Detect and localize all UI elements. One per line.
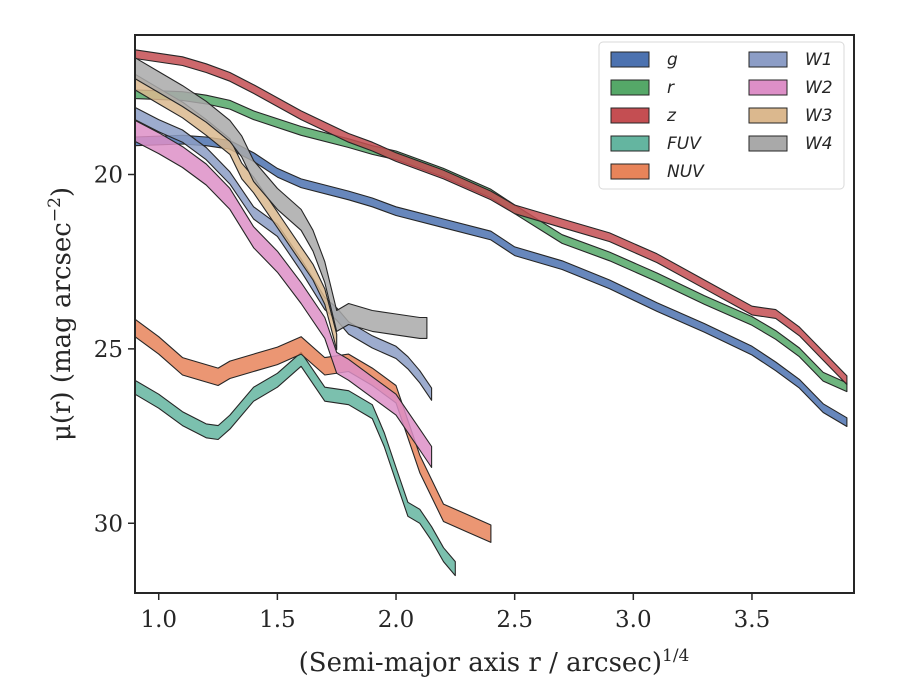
x-tick-label: 2.0 xyxy=(378,607,415,633)
y-tick-label: 30 xyxy=(94,511,123,537)
legend-label-w2: W2 xyxy=(805,78,833,98)
legend-swatch-w1 xyxy=(748,51,788,68)
x-tick-label: 2.5 xyxy=(496,607,533,633)
legend-swatch-w4 xyxy=(748,135,788,152)
legend-label-g: g xyxy=(667,50,678,70)
legend-swatch-nuv xyxy=(610,163,650,180)
series-bands xyxy=(134,49,848,577)
series-band-w4 xyxy=(134,57,428,339)
legend-label-r: r xyxy=(667,78,675,98)
legend-frame xyxy=(598,41,845,190)
legend-swatch-z xyxy=(610,107,650,124)
series-band-g xyxy=(134,134,848,428)
legend-swatch-w3 xyxy=(748,107,788,124)
x-tick-label: 1.0 xyxy=(140,607,177,633)
y-tick-label: 20 xyxy=(94,163,123,189)
series-band-w2 xyxy=(134,119,433,469)
legend-label-w3: W3 xyxy=(805,106,833,126)
legend-label-fuv: FUV xyxy=(667,134,702,154)
legend-swatch-r xyxy=(610,79,650,96)
legend-label-w1: W1 xyxy=(805,50,833,70)
legend-swatch-w2 xyxy=(748,79,788,96)
legend-label-nuv: NUV xyxy=(667,162,705,182)
x-axis-title: (Semi-major axis r / arcsec)1/4 xyxy=(299,646,690,678)
legend-label-z: z xyxy=(666,106,677,126)
y-axis-ticks: 20 25 30 xyxy=(94,163,135,537)
legend-swatch-fuv xyxy=(610,135,650,152)
x-tick-label: 3.0 xyxy=(615,607,652,633)
legend-label-w4: W4 xyxy=(805,134,833,154)
series-band-nuv xyxy=(134,318,492,543)
legend: grz FUV NUV W1 W2 W3 W4 xyxy=(598,41,845,190)
series-band-fuv xyxy=(134,351,456,577)
x-tick-label: 3.5 xyxy=(734,607,771,633)
x-axis-ticks: 1.0 1.5 2.0 2.5 3.0 3.5 xyxy=(140,593,770,633)
series-band-z xyxy=(134,49,848,386)
plot-frame xyxy=(134,34,855,594)
legend-swatch-g xyxy=(610,51,650,68)
x-tick-label: 1.5 xyxy=(259,607,296,633)
y-axis-title: μ(r) (mag arcsec−2) xyxy=(45,187,77,441)
y-tick-label: 25 xyxy=(94,337,123,363)
